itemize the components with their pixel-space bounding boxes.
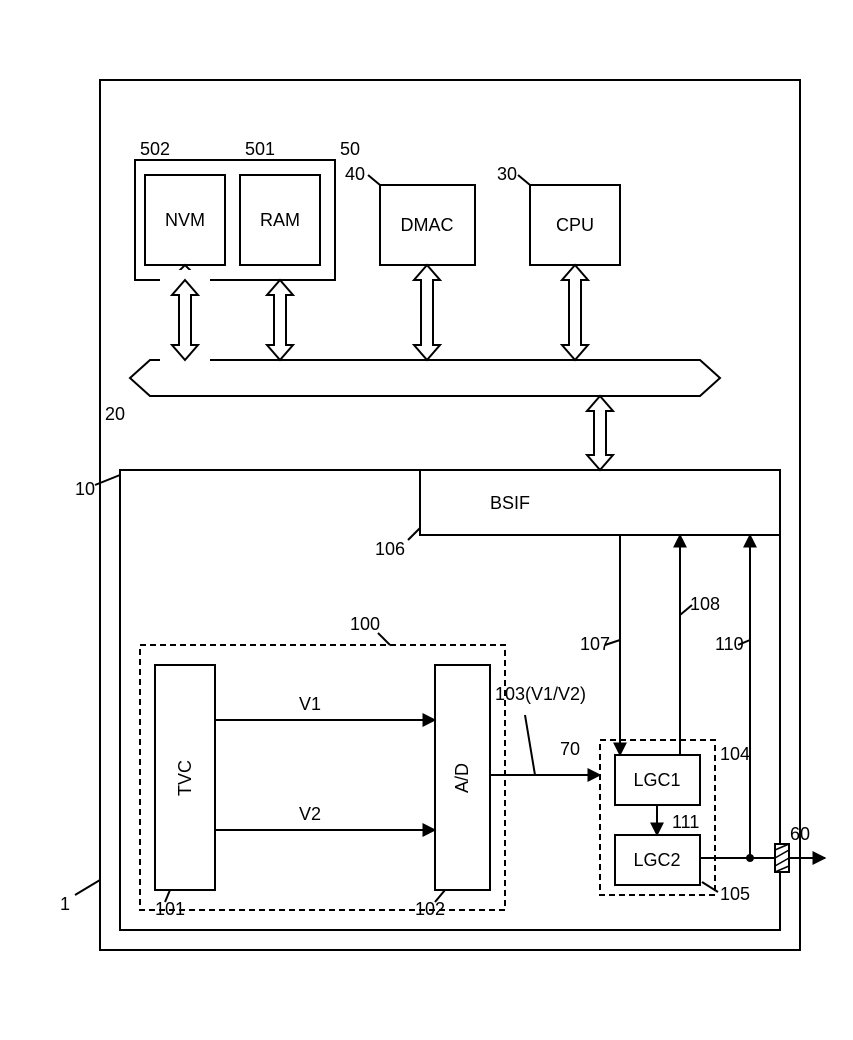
tvc-group-ref: 100 [350,614,380,634]
mem-ref: 50 [340,139,360,159]
lgc2-ref: 105 [720,884,750,904]
inner-ref: 10 [75,479,95,499]
dmac-label: DMAC [401,215,454,235]
sig-108-label: 108 [690,594,720,614]
diagram-svg: 1 20 50 NVM 502 RAM 501 DMAC 40 CPU 30 1… [20,20,853,1020]
cpu-label: CPU [556,215,594,235]
lgc1-label: LGC1 [633,770,680,790]
bsif-label: BSIF [490,493,530,513]
nvm-ref: 502 [140,139,170,159]
ad-out-label: 103(V1/V2) [495,684,586,704]
cpu-ref: 30 [497,164,517,184]
ad-ref: 102 [415,899,445,919]
dmac-ref: 40 [345,164,365,184]
output-pin [775,844,789,872]
outer-ref: 1 [60,894,70,914]
ram-ref: 501 [245,139,275,159]
lgc1-ref: 104 [720,744,750,764]
lgc-inner-ref: 111 [672,812,699,832]
ram-label: RAM [260,210,300,230]
bsif-ref: 106 [375,539,405,559]
v1-label: V1 [299,694,321,714]
ad-label: A/D [452,763,472,793]
lgc-group-ref: 70 [560,739,580,759]
out-pin-ref: 60 [790,824,810,844]
bus-ref: 20 [105,404,125,424]
v2-label: V2 [299,804,321,824]
tvc-label: TVC [175,760,195,796]
bus [130,360,720,396]
lgc2-label: LGC2 [633,850,680,870]
tvc-ref: 101 [155,899,185,919]
bsif-box [420,470,780,535]
nvm-label: NVM [165,210,205,230]
